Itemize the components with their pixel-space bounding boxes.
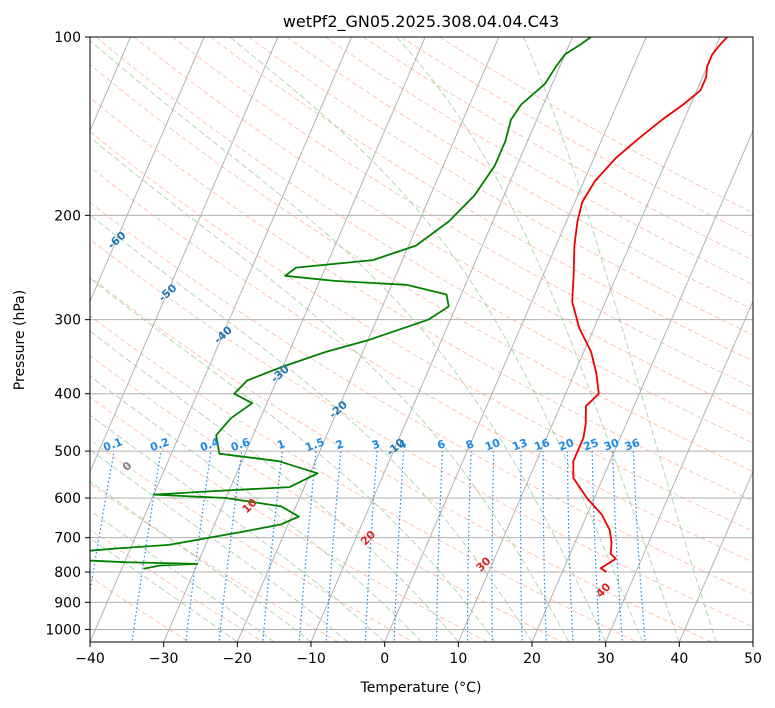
dry-adiabat bbox=[171, 37, 753, 389]
y-tick-label: 400 bbox=[54, 387, 81, 403]
mixing-ratio-label: 0.1 bbox=[101, 435, 124, 454]
moist-adiabat bbox=[229, 37, 643, 642]
x-axis-label: Temperature (°C) bbox=[360, 680, 482, 696]
isotherm-line bbox=[163, 37, 426, 642]
y-tick-label: 300 bbox=[54, 313, 81, 329]
moist-adiabat bbox=[90, 375, 422, 642]
moist-adiabat bbox=[90, 509, 275, 642]
plot-frame bbox=[89, 36, 754, 643]
mixing-ratio-line bbox=[435, 451, 444, 642]
y-tick-label: 600 bbox=[54, 491, 81, 507]
mixing-ratio-label: 25 bbox=[582, 436, 601, 453]
mixing-ratio-label: 36 bbox=[623, 436, 642, 454]
mixing-ratio-label: 13 bbox=[510, 436, 529, 453]
dry-adiabat bbox=[286, 37, 753, 311]
mixing-ratio-label: 30 bbox=[602, 436, 621, 454]
isotherm-line bbox=[457, 37, 721, 642]
x-tick-label: −20 bbox=[223, 651, 253, 667]
mixing-ratio-label: 16 bbox=[533, 436, 552, 454]
y-tick-label: 900 bbox=[54, 595, 81, 611]
moist-adiabat bbox=[90, 136, 570, 642]
moist-adiabat bbox=[523, 37, 717, 642]
dry-adiabat bbox=[90, 131, 753, 532]
x-tick-label: 20 bbox=[523, 651, 541, 667]
isotherm-line bbox=[310, 37, 573, 642]
mixing-ratio-label: 2 bbox=[334, 437, 346, 452]
mixing-ratio-label: 0.4 bbox=[198, 435, 221, 454]
y-tick-label: 200 bbox=[54, 208, 81, 224]
mixing-ratio-label: 0.6 bbox=[229, 435, 252, 454]
mixing-ratio-line bbox=[466, 451, 472, 642]
mixing-ratio-line bbox=[520, 451, 523, 642]
mixing-ratio-label: 20 bbox=[557, 436, 576, 454]
mixing-ratio-line bbox=[566, 451, 574, 642]
temperature-profile-line bbox=[571, 37, 728, 573]
mixing-ratio-line bbox=[542, 451, 547, 642]
x-tick-label: −40 bbox=[75, 651, 105, 667]
dry-adiabat bbox=[133, 37, 753, 416]
mixing-ratio-label: 10 bbox=[483, 436, 502, 454]
mixing-ratio-line bbox=[393, 451, 405, 642]
dry-adiabat bbox=[90, 96, 753, 502]
background-lines bbox=[90, 37, 753, 642]
dry-adiabat bbox=[90, 165, 753, 563]
isotherm-line bbox=[605, 299, 753, 642]
mixing-ratio-label: 1 bbox=[275, 437, 287, 452]
moist-adiabat bbox=[396, 37, 680, 642]
dry-adiabat bbox=[90, 315, 639, 642]
x-tick-label: 30 bbox=[597, 651, 615, 667]
x-tick-label: 10 bbox=[449, 651, 467, 667]
dry-adiabat bbox=[90, 439, 414, 642]
y-tick-label: 500 bbox=[54, 444, 81, 460]
x-axis-ticks: −40 −30 −20 −10 0 10 20 30 40 50 bbox=[75, 642, 762, 667]
mixing-ratio-label: 0.2 bbox=[148, 435, 171, 454]
y-tick-label: 100 bbox=[54, 30, 81, 46]
x-tick-label: 40 bbox=[670, 651, 688, 667]
isotherm-line bbox=[90, 37, 352, 642]
x-tick-label: 0 bbox=[380, 651, 389, 667]
y-tick-label: 1000 bbox=[45, 622, 81, 638]
mixing-ratio-label: 4 bbox=[397, 437, 409, 452]
isotherm-line bbox=[531, 129, 753, 642]
moist-adiabat bbox=[90, 537, 238, 642]
isotherm-line bbox=[90, 37, 279, 473]
y-tick-label: 700 bbox=[54, 531, 81, 547]
mixing-ratio-line bbox=[591, 451, 601, 642]
dry-adiabat bbox=[210, 37, 753, 362]
moist-adiabat bbox=[90, 214, 533, 642]
mixing-ratio-label: 3 bbox=[370, 437, 382, 452]
x-tick-label: −30 bbox=[149, 651, 179, 667]
y-tick-label: 800 bbox=[54, 565, 81, 581]
x-tick-label: −10 bbox=[296, 651, 326, 667]
mixing-ratio-label: 8 bbox=[464, 437, 476, 452]
mixing-ratio-label: 6 bbox=[435, 437, 447, 452]
pressure-grid bbox=[90, 37, 753, 630]
x-tick-label: 50 bbox=[744, 651, 762, 667]
moist-adiabat bbox=[90, 414, 386, 642]
moist-adiabat bbox=[90, 39, 607, 642]
y-axis-ticks: 100 200 300 400 500 600 700 800 900 1000 bbox=[45, 30, 90, 638]
dry-adiabat bbox=[90, 63, 753, 473]
dry-adiabat bbox=[90, 483, 340, 642]
mixing-ratio-line bbox=[491, 451, 495, 642]
moist-adiabat bbox=[90, 449, 349, 642]
mixing-ratio-label: 1.5 bbox=[303, 435, 326, 454]
y-axis-label: Pressure (hPa) bbox=[12, 290, 28, 390]
dewpoint-profile-line bbox=[90, 37, 592, 570]
isotherm-line bbox=[678, 470, 753, 642]
profile-series bbox=[90, 37, 728, 573]
chart-title: wetPf2_GN05.2025.308.04.04.C43 bbox=[283, 12, 559, 32]
dry-adiabat bbox=[324, 37, 753, 286]
moist-adiabat bbox=[90, 480, 312, 642]
isotherm-line bbox=[90, 37, 205, 303]
isotherm-line bbox=[384, 37, 647, 642]
